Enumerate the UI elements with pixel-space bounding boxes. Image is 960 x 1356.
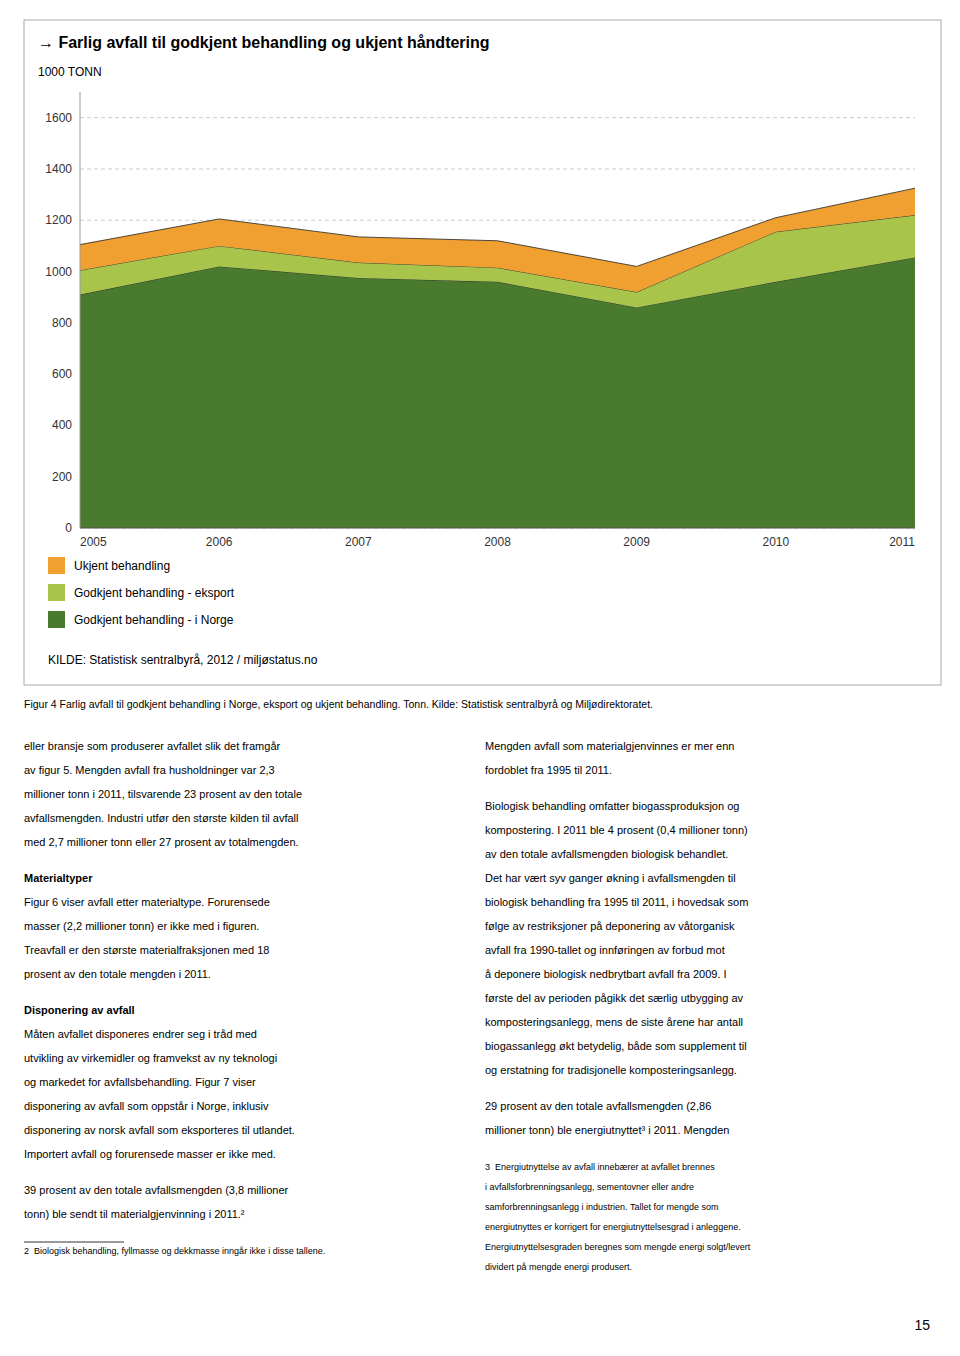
grid-line <box>80 168 915 169</box>
y-tick-label: 0 <box>65 521 72 535</box>
legend-entry: Godkjent behandling - i Norge <box>74 613 234 627</box>
body-line: millioner tonn) ble energiutnyttet³ i 20… <box>485 1124 729 1136</box>
body-line: millioner tonn i 2011, tilsvarende 23 pr… <box>24 788 302 800</box>
y-tick-label: 1000 <box>45 265 72 279</box>
legend-swatch <box>48 584 65 601</box>
body-line: og erstatning for tradisjonelle komposte… <box>485 1064 737 1076</box>
body-line: biogassanlegg økt betydelig, både som su… <box>485 1040 747 1052</box>
y-tick-label: 1600 <box>45 111 72 125</box>
x-tick-label: 2010 <box>762 535 789 549</box>
body-line: 39 prosent av den totale avfallsmengden … <box>24 1184 288 1196</box>
body-line: eller bransje som produserer avfallet sl… <box>24 740 281 752</box>
x-tick-label: 2007 <box>345 535 372 549</box>
body-line: av den totale avfallsmengden biologisk b… <box>485 848 728 860</box>
footnote-line: 2 Biologisk behandling, fyllmasse og dek… <box>24 1246 325 1256</box>
y-tick-label: 600 <box>52 367 72 381</box>
body-line: første del av perioden pågikk det særlig… <box>485 992 744 1004</box>
body-line: Figur 6 viser avfall etter materialtype.… <box>24 896 270 908</box>
chart-box <box>24 20 941 685</box>
footnote-line: energiutnyttes er korrigert for energiut… <box>485 1222 741 1232</box>
body-line: Mengden avfall som materialgjenvinnes er… <box>485 740 734 752</box>
y-tick-label: 400 <box>52 418 72 432</box>
y-axis-line <box>80 92 81 528</box>
y-tick-label: 1200 <box>45 213 72 227</box>
body-line: masser (2,2 millioner tonn) er ikke med … <box>24 920 259 932</box>
body-line: fordoblet fra 1995 til 2011. <box>485 764 612 776</box>
footnote-line: 3 Energiutnyttelse av avfall innebærer a… <box>485 1162 715 1172</box>
body-line: Det har vært syv ganger økning i avfalls… <box>485 872 736 884</box>
source: KILDE: Statistisk sentralbyrå, 2012 / mi… <box>48 653 318 667</box>
title: → Farlig avfall til godkjent behandling … <box>38 34 490 51</box>
x-tick-label: 2011 <box>889 535 915 549</box>
body-line: tonn) ble sendt til materialgjenvinning … <box>24 1208 245 1220</box>
area <box>80 257 915 528</box>
x-tick-label: 2006 <box>206 535 233 549</box>
y-axis-label: 1000 TONN <box>38 65 102 79</box>
x-tick-label: 2009 <box>623 535 650 549</box>
footnote-rule <box>24 1242 124 1243</box>
body-line: med 2,7 millioner tonn eller 27 prosent … <box>24 836 299 848</box>
y-tick-label: 200 <box>52 470 72 484</box>
y-tick-label: 1400 <box>45 162 72 176</box>
x-axis-line <box>80 528 915 529</box>
footnote-line: i avfallsforbrenningsanlegg, sementovner… <box>485 1182 694 1192</box>
body-line: komposteringsanlegg, mens de siste årene… <box>485 1016 743 1028</box>
body-line: disponering av norsk avfall som eksporte… <box>24 1124 295 1136</box>
body-line: 29 prosent av den totale avfallsmengden … <box>485 1100 711 1112</box>
areas <box>80 188 915 528</box>
page-number: 15 <box>914 1317 930 1333</box>
body-line: og markedet for avfallsbehandling. Figur… <box>24 1076 256 1088</box>
legend-entry: Ukjent behandling <box>74 559 170 573</box>
caption: Figur 4 Farlig avfall til godkjent behan… <box>24 698 653 710</box>
body-line: av figur 5. Mengden avfall fra husholdni… <box>24 764 275 776</box>
body-line: biologisk behandling fra 1995 til 2011, … <box>485 896 748 908</box>
body-line: prosent av den totale mengden i 2011. <box>24 968 211 980</box>
body-line: følge av restriksjoner på deponering av … <box>485 920 735 932</box>
page: → Farlig avfall til godkjent behandling … <box>0 0 960 1356</box>
grid-line <box>80 117 915 118</box>
body-line: Måten avfallet disponeres endrer seg i t… <box>24 1028 257 1040</box>
grid-line <box>80 528 915 529</box>
body-line: Biologisk behandling omfatter biogasspro… <box>485 800 739 812</box>
x-tick-label: 2005 <box>80 535 107 549</box>
body-heading: Materialtyper <box>24 872 93 884</box>
grid <box>80 118 915 528</box>
body-line: Importert avfall og forurensede masser e… <box>24 1148 276 1160</box>
body-line: disponering av avfall som oppstår i Norg… <box>24 1100 269 1112</box>
x-tick-label: 2008 <box>484 535 511 549</box>
body-line: kompostering. I 2011 ble 4 prosent (0,4 … <box>485 824 748 836</box>
legend-entry: Godkjent behandling - eksport <box>74 586 235 600</box>
legend-swatch <box>48 557 65 574</box>
body-line: avfall fra 1990-tallet og innføringen av… <box>485 944 725 956</box>
footnote-line: dividert på mengde energi produsert. <box>485 1262 632 1272</box>
legend-swatch <box>48 611 65 628</box>
body-line: å deponere biologisk nedbrytbart avfall … <box>485 968 727 980</box>
body-line: avfallsmengden. Industri utfør den størs… <box>24 812 299 824</box>
body-heading: Disponering av avfall <box>24 1004 135 1016</box>
footnote-line: samforbrenningsanlegg i industrien. Tall… <box>485 1202 718 1212</box>
area <box>80 188 915 292</box>
y-tick-label: 800 <box>52 316 72 330</box>
body-line: utvikling av virkemidler og framvekst av… <box>24 1052 277 1064</box>
area-outline <box>80 188 915 266</box>
footnote-line: Energiutnyttelsesgraden beregnes som men… <box>485 1242 751 1252</box>
body-line: Treavfall er den største materialfraksjo… <box>24 944 269 956</box>
